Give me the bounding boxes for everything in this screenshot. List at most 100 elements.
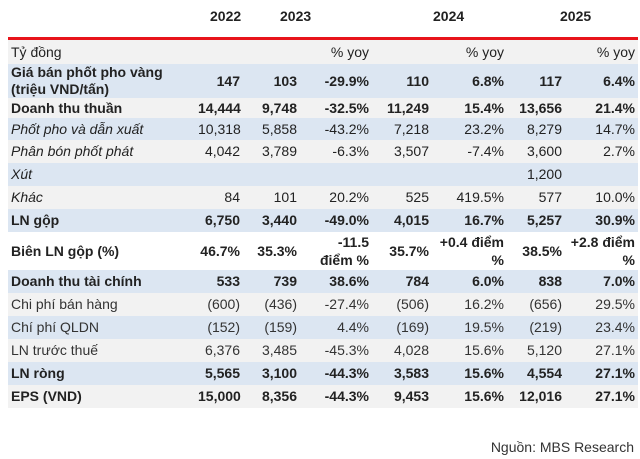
cell-value: 14.7%	[595, 120, 635, 137]
cell-value: -43.2%	[324, 120, 369, 137]
cell-value: 8,279	[526, 120, 562, 137]
cell-value: 21.4%	[595, 99, 635, 116]
cell-value: 419.5%	[456, 189, 504, 205]
cell-value: 147	[216, 72, 240, 89]
cell-value: 117	[539, 72, 562, 89]
cell-value: (169)	[396, 319, 429, 335]
cell-value: 6.0%	[472, 273, 504, 289]
cell-value: 19.5%	[464, 319, 504, 335]
yoy-header: % yoy	[596, 43, 635, 60]
cell-value: 577	[538, 189, 562, 205]
cell-value: 84	[224, 189, 240, 205]
cell-value: 4,042	[204, 143, 240, 159]
year-2024: 2024	[433, 8, 465, 24]
row-label: Biên LN gộp (%)	[11, 242, 120, 259]
cell-value: -49.0%	[324, 212, 369, 228]
cell-value: 7,218	[393, 120, 429, 137]
unit-label: Tỷ đồng	[11, 43, 62, 60]
table-row: Xút 1,200	[8, 163, 638, 186]
row-label: Phân bón phốt phát	[11, 143, 134, 159]
cell-value: 3,507	[393, 143, 429, 159]
cell-value: 10.0%	[595, 189, 635, 205]
cell-value: 4,015	[393, 212, 429, 228]
cell-value: 23.2%	[464, 120, 504, 137]
cell-value: 12,016	[519, 388, 562, 404]
table-row: Doanh thu thuần 14,444 9,748 -32.5% 11,249 15…	[8, 98, 638, 118]
unit-row: Tỷ đồng % yoy % yoy % yoy	[8, 40, 638, 64]
year-2025: 2025	[560, 8, 592, 24]
cell-value: 10,318	[198, 120, 241, 137]
cell-value: 103	[273, 72, 297, 89]
cell-value: 35.3%	[257, 242, 297, 259]
yoy-header: % yoy	[465, 43, 504, 60]
row-label: Doanh thu tài chính	[11, 273, 142, 289]
cell-value	[243, 163, 300, 186]
table-row: Doanh thu tài chính 533 739 38.6% 784 6.0% 838…	[8, 270, 638, 293]
row-label: Doanh thu thuần	[11, 99, 123, 116]
year-2023: 2023	[280, 8, 312, 24]
cell-value: -44.3%	[324, 365, 369, 381]
table-row: Chi phí bán hàng (600) (436) -27.4% (506) 16.…	[8, 293, 638, 316]
cell-value: 3,789	[261, 143, 297, 159]
cell-value: (506)	[396, 296, 429, 312]
cell-value: 4.4%	[337, 319, 369, 335]
cell-value: 13,656	[519, 99, 562, 116]
cell-value: -29.9%	[324, 72, 369, 89]
table-row: Khác 84 101 20.2% 525 419.5% 577 10.0%	[8, 186, 638, 209]
cell-value: 35.7%	[389, 242, 429, 259]
cell-value: -27.4%	[324, 296, 369, 312]
cell-value: 14,444	[198, 99, 241, 116]
cell-value: 3,485	[261, 342, 297, 358]
cell-value: 5,858	[261, 120, 297, 137]
cell-value: 533	[216, 273, 240, 289]
row-label: Giá bán phốt pho vàng (triệu VND/tấn)	[11, 64, 163, 97]
cell-value: 3,100	[261, 365, 297, 381]
cell-value: 3,440	[261, 212, 297, 228]
row-label: Chí phí QLDN	[11, 319, 99, 335]
cell-value: 27.1%	[595, 342, 635, 358]
cell-value: +0.4 điểm %	[439, 234, 504, 268]
cell-value: 838	[538, 273, 562, 289]
table-row: EPS (VND) 15,000 8,356 -44.3% 9,453 15.6% 12,0…	[8, 385, 638, 408]
cell-value: 29.5%	[595, 296, 635, 312]
row-label: Xút	[11, 166, 33, 182]
cell-value: 5,565	[204, 365, 240, 381]
table-row: Chí phí QLDN (152) (159) 4.4% (169) 19.5% (219…	[8, 316, 638, 339]
cell-value: 6.8%	[472, 72, 504, 89]
cell-value: 16.2%	[464, 296, 504, 312]
cell-value: 101	[273, 189, 297, 205]
cell-value: 5,120	[526, 342, 562, 358]
cell-value: 15.4%	[464, 99, 504, 116]
cell-value: 110	[406, 72, 429, 89]
cell-value: 7.0%	[603, 273, 635, 289]
cell-value: (159)	[264, 319, 297, 335]
cell-value: 739	[273, 273, 297, 289]
cell-value: 9,453	[393, 388, 429, 404]
cell-value: 5,257	[526, 212, 562, 228]
cell-value: 3,583	[393, 365, 429, 381]
cell-value	[372, 163, 432, 186]
cell-value: 46.7%	[200, 242, 240, 259]
source-note: Nguồn: MBS Research	[490, 439, 634, 455]
cell-value: -11.5 điểm %	[319, 234, 369, 268]
cell-value: 27.1%	[595, 365, 635, 381]
cell-value: 4,554	[526, 365, 562, 381]
cell-value: 27.1%	[595, 388, 635, 404]
cell-value: (219)	[529, 319, 562, 335]
cell-value: 8,356	[261, 388, 297, 404]
yoy-header: % yoy	[330, 43, 369, 60]
cell-value: 15.6%	[464, 342, 504, 358]
year-2022: 2022	[210, 8, 242, 24]
cell-value: 11,249	[386, 99, 429, 116]
cell-value: -44.3%	[324, 388, 369, 404]
row-label: EPS (VND)	[11, 388, 82, 404]
cell-value: 1,200	[526, 166, 562, 182]
cell-value	[300, 163, 372, 186]
cell-value: 15.6%	[464, 388, 504, 404]
year-header: 2022 2023 2024 2025	[0, 8, 640, 30]
cell-value: 3,600	[526, 143, 562, 159]
cell-value: 15,000	[198, 388, 241, 404]
cell-value: -32.5%	[324, 99, 369, 116]
cell-value: -45.3%	[324, 342, 369, 358]
cell-value: 2.7%	[603, 143, 635, 159]
